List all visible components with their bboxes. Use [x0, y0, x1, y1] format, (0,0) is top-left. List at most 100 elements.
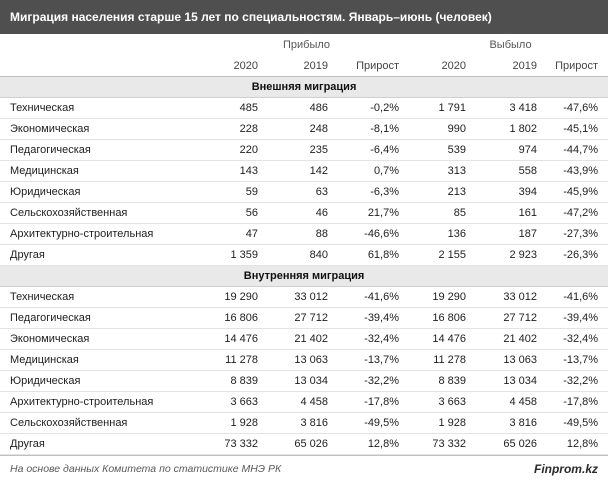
specialty-label: Другая — [0, 434, 190, 455]
arrivals-2020-cell: 19 290 — [190, 287, 262, 308]
arrivals-2020-cell: 220 — [190, 140, 262, 161]
arrivals-2019-cell: 235 — [262, 140, 332, 161]
table-row: Другая 73 332 65 026 12,8% 73 332 65 026 12,8% — [0, 434, 608, 455]
arrivals-2019-cell: 13 034 — [262, 371, 332, 392]
table-row: Техническая 19 290 33 012 -41,6% 19 290 33 01… — [0, 287, 608, 308]
arrivals-2019-cell: 840 — [262, 245, 332, 266]
arrivals-growth-cell: -17,8% — [332, 392, 404, 413]
specialty-label: Техническая — [0, 98, 190, 119]
arrivals-2019-cell: 13 063 — [262, 350, 332, 371]
departures-growth-cell: -41,6% — [541, 287, 608, 308]
departures-2019-cell: 13 034 — [470, 371, 542, 392]
departures-growth-cell: -27,3% — [541, 224, 608, 245]
departures-2019-cell: 2 923 — [470, 245, 542, 266]
arrivals-growth-header: Прирост — [332, 56, 404, 77]
departures-2019-cell: 3 816 — [470, 413, 542, 434]
specialty-label: Другая — [0, 245, 190, 266]
departures-growth-header: Прирост — [541, 56, 608, 77]
departures-2019-cell: 33 012 — [470, 287, 542, 308]
arrivals-2019-cell: 4 458 — [262, 392, 332, 413]
arrivals-2019-cell: 63 — [262, 182, 332, 203]
departures-2019-cell: 558 — [470, 161, 542, 182]
arrivals-growth-cell: -8,1% — [332, 119, 404, 140]
arrivals-growth-cell: 61,8% — [332, 245, 404, 266]
table-row: Архитектурно-строительная 3 663 4 458 -17,8… — [0, 392, 608, 413]
departures-2019-cell: 21 402 — [470, 329, 542, 350]
arrivals-2019-cell: 27 712 — [262, 308, 332, 329]
migration-table: Прибыло Выбыло 2020 2019 Прирост 2020 20… — [0, 34, 608, 455]
table-row: Сельскохозяйственная 1 928 3 816 -49,5% 1 92… — [0, 413, 608, 434]
departures-growth-cell: -43,9% — [541, 161, 608, 182]
table-title: Миграция населения старше 15 лет по спец… — [0, 0, 608, 34]
departures-growth-cell: -26,3% — [541, 245, 608, 266]
table-row: Сельскохозяйственная 56 46 21,7% 85 161 -47,2% — [0, 203, 608, 224]
departures-growth-cell: -39,4% — [541, 308, 608, 329]
specialty-label: Медицинская — [0, 161, 190, 182]
table-body: Внешняя миграция Техническая 485 486 -0,2% 1 … — [0, 77, 608, 455]
departures-2019-cell: 1 802 — [470, 119, 542, 140]
specialty-label: Архитектурно-строительная — [0, 392, 190, 413]
table-row: Медицинская 11 278 13 063 -13,7% 11 278 13 06… — [0, 350, 608, 371]
specialty-label: Педагогическая — [0, 140, 190, 161]
arrivals-2019-cell: 46 — [262, 203, 332, 224]
arrivals-2020-cell: 1 359 — [190, 245, 262, 266]
arrivals-2020-cell: 11 278 — [190, 350, 262, 371]
arrivals-2019-cell: 88 — [262, 224, 332, 245]
arrivals-growth-cell: -46,6% — [332, 224, 404, 245]
departures-2020-cell: 539 — [403, 140, 471, 161]
departures-2020-cell: 19 290 — [403, 287, 471, 308]
table-row: Педагогическая 16 806 27 712 -39,4% 16 806 27… — [0, 308, 608, 329]
corner-cell — [0, 34, 190, 56]
arrivals-2019-cell: 21 402 — [262, 329, 332, 350]
arrivals-2019-cell: 486 — [262, 98, 332, 119]
specialty-label: Экономическая — [0, 329, 190, 350]
table-row: Педагогическая 220 235 -6,4% 539 974 -44,7% — [0, 140, 608, 161]
arrivals-growth-cell: 21,7% — [332, 203, 404, 224]
departures-2019-cell: 13 063 — [470, 350, 542, 371]
arrivals-2020-cell: 8 839 — [190, 371, 262, 392]
column-header-row: 2020 2019 Прирост 2020 2019 Прирост — [0, 56, 608, 77]
specialty-label: Сельскохозяйственная — [0, 413, 190, 434]
departures-2020-cell: 11 278 — [403, 350, 471, 371]
departures-2019-header: 2019 — [470, 56, 542, 77]
group-header-row: Прибыло Выбыло — [0, 34, 608, 56]
arrivals-2020-cell: 1 928 — [190, 413, 262, 434]
arrivals-2020-cell: 16 806 — [190, 308, 262, 329]
table-row: Техническая 485 486 -0,2% 1 791 3 418 -47,6% — [0, 98, 608, 119]
departures-2020-cell: 136 — [403, 224, 471, 245]
specialty-label: Юридическая — [0, 182, 190, 203]
departures-2019-cell: 974 — [470, 140, 542, 161]
specialty-label: Юридическая — [0, 371, 190, 392]
departures-growth-cell: -32,2% — [541, 371, 608, 392]
arrivals-2020-cell: 143 — [190, 161, 262, 182]
brand-logo-text: Finprom.kz — [533, 462, 598, 476]
arrivals-growth-cell: -39,4% — [332, 308, 404, 329]
departures-2020-cell: 3 663 — [403, 392, 471, 413]
departures-2019-cell: 3 418 — [470, 98, 542, 119]
arrivals-2019-cell: 248 — [262, 119, 332, 140]
departures-growth-cell: -47,6% — [541, 98, 608, 119]
section-row: Внешняя миграция — [0, 77, 608, 98]
departures-2020-cell: 16 806 — [403, 308, 471, 329]
table-row: Медицинская 143 142 0,7% 313 558 -43,9% — [0, 161, 608, 182]
departures-2019-cell: 4 458 — [470, 392, 542, 413]
specialty-label: Архитектурно-строительная — [0, 224, 190, 245]
departures-2020-cell: 73 332 — [403, 434, 471, 455]
arrivals-2020-cell: 228 — [190, 119, 262, 140]
specialty-label: Сельскохозяйственная — [0, 203, 190, 224]
arrivals-2020-cell: 56 — [190, 203, 262, 224]
departures-growth-cell: -32,4% — [541, 329, 608, 350]
source-note: На основе данных Комитета по статистике … — [10, 463, 282, 475]
arrivals-2020-cell: 59 — [190, 182, 262, 203]
arrivals-2019-cell: 142 — [262, 161, 332, 182]
table-container: Прибыло Выбыло 2020 2019 Прирост 2020 20… — [0, 34, 608, 455]
departures-2019-cell: 65 026 — [470, 434, 542, 455]
departures-2020-cell: 313 — [403, 161, 471, 182]
departures-growth-cell: -44,7% — [541, 140, 608, 161]
departures-growth-cell: 12,8% — [541, 434, 608, 455]
departures-2020-cell: 1 791 — [403, 98, 471, 119]
arrivals-2019-cell: 3 816 — [262, 413, 332, 434]
arrivals-2020-cell: 485 — [190, 98, 262, 119]
departures-2020-cell: 8 839 — [403, 371, 471, 392]
arrivals-2020-header: 2020 — [190, 56, 262, 77]
